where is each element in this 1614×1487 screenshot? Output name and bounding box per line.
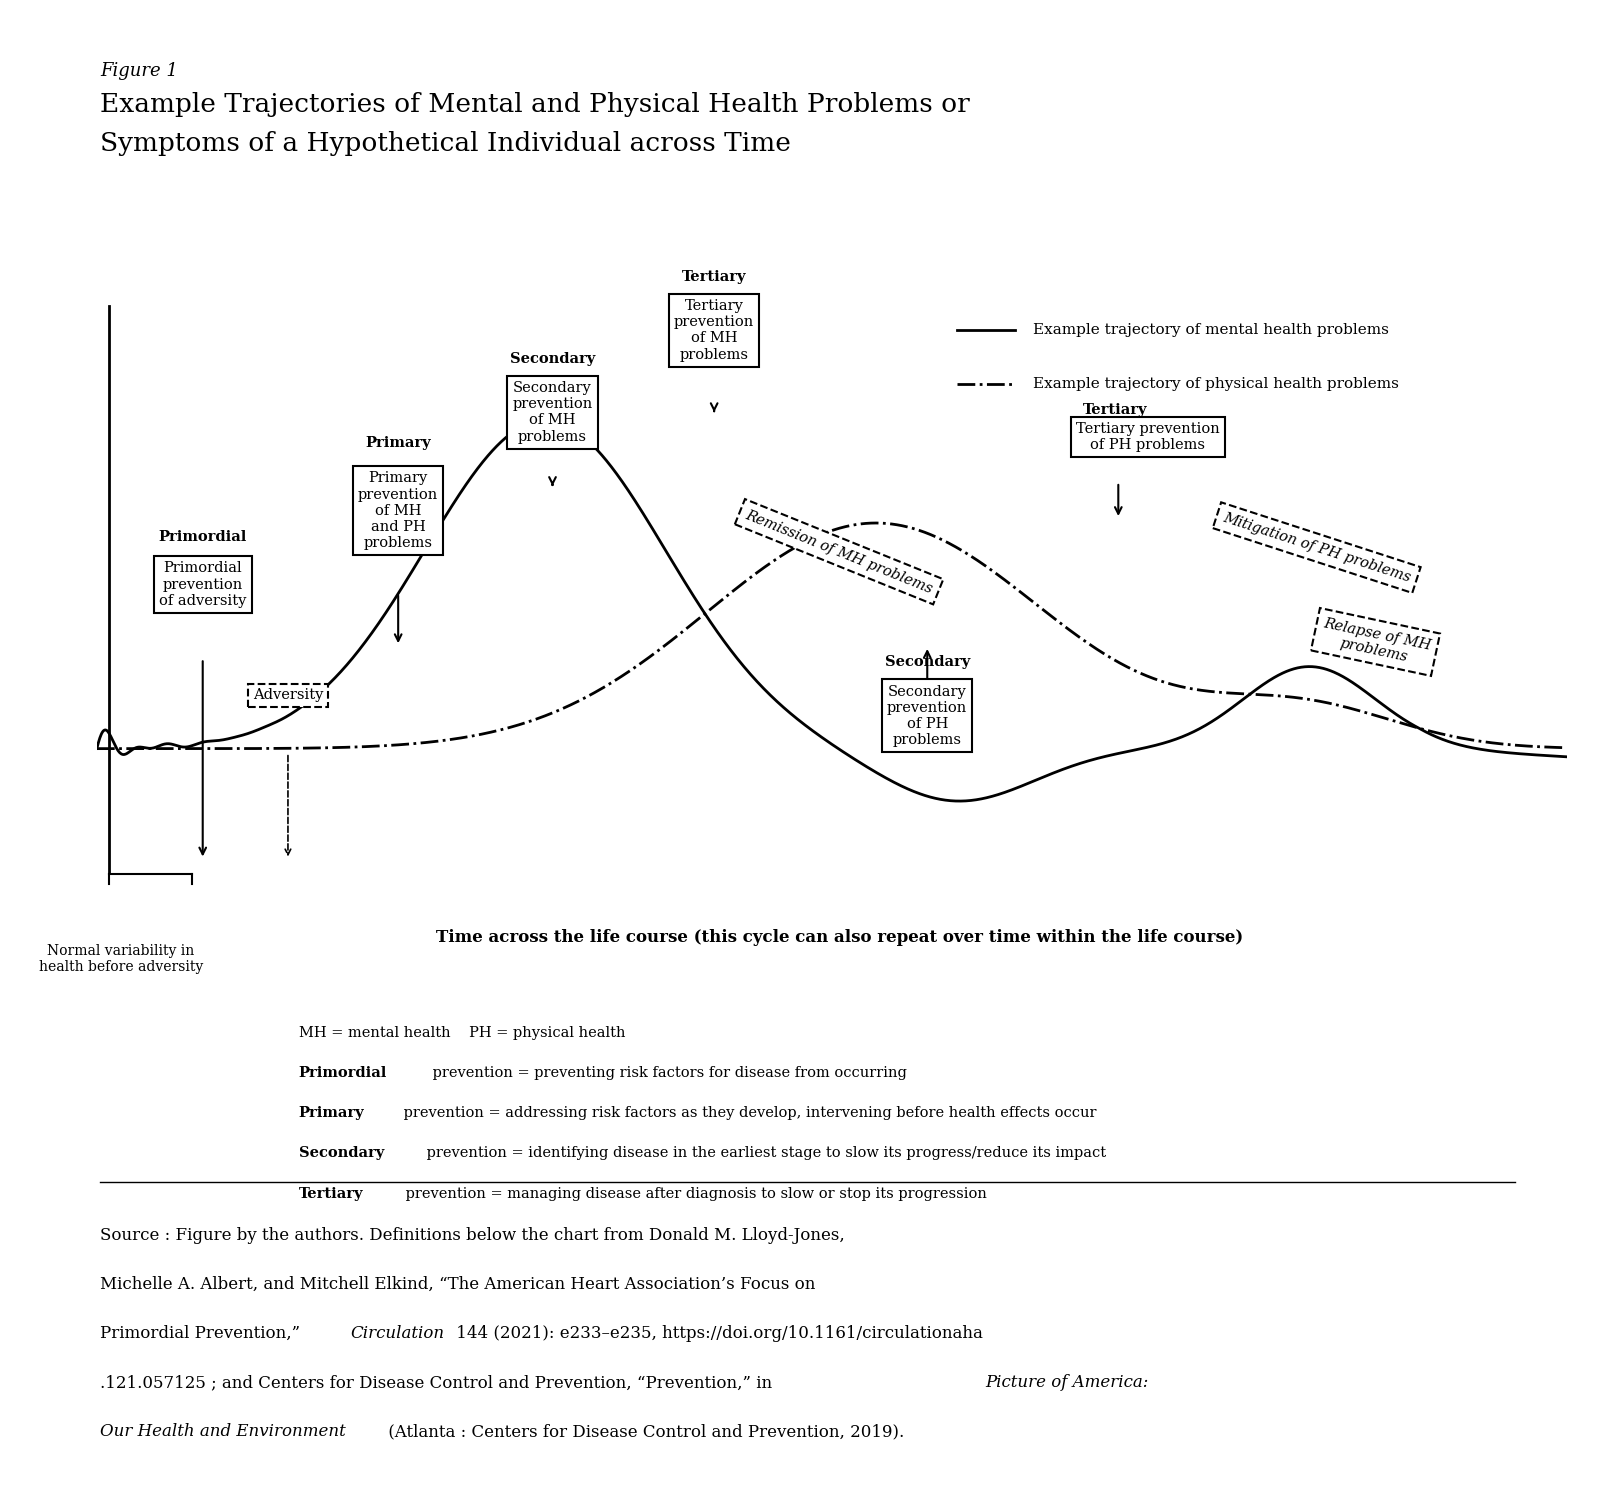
Text: Secondary
prevention
of MH
problems: Secondary prevention of MH problems [512,381,592,443]
Text: Example trajectory of physical health problems: Example trajectory of physical health pr… [1033,376,1398,391]
Text: prevention = managing disease after diagnosis to slow or stop its progression: prevention = managing disease after diag… [400,1187,986,1200]
Text: Symptoms of a Hypothetical Individual across Time: Symptoms of a Hypothetical Individual ac… [100,131,791,156]
Text: Time across the life course (this cycle can also repeat over time within the lif: Time across the life course (this cycle … [436,929,1243,946]
Text: Primary
prevention
of MH
and PH
problems: Primary prevention of MH and PH problems [358,471,437,550]
Text: Remission of MH problems: Remission of MH problems [742,507,935,596]
Text: Example Trajectories of Mental and Physical Health Problems or: Example Trajectories of Mental and Physi… [100,92,970,117]
Text: Primordial
prevention
of adversity: Primordial prevention of adversity [158,562,247,608]
Text: Our Health and Environment: Our Health and Environment [100,1423,345,1439]
Text: Picture of America:: Picture of America: [985,1374,1148,1390]
Text: Secondary: Secondary [510,352,594,366]
Text: Primordial: Primordial [299,1066,387,1080]
Text: .121.057125 ; and Centers for Disease Control and Prevention, “Prevention,” in: .121.057125 ; and Centers for Disease Co… [100,1374,776,1390]
Text: Secondary
prevention
of PH
problems: Secondary prevention of PH problems [886,684,967,746]
Text: 144 (2021): e233–e235, https://doi.org/10.1161/circulationaha: 144 (2021): e233–e235, https://doi.org/1… [450,1325,981,1341]
Text: Primordial Prevention,”: Primordial Prevention,” [100,1325,305,1341]
Text: Secondary: Secondary [299,1146,384,1160]
Text: Relapse of MH
problems: Relapse of MH problems [1319,616,1432,668]
Text: Tertiary: Tertiary [1083,403,1148,418]
Text: Source : Figure by the authors. Definitions below the chart from Donald M. Lloyd: Source : Figure by the authors. Definiti… [100,1227,844,1243]
Text: Adversity: Adversity [253,688,323,702]
Text: prevention = addressing risk factors as they develop, intervening before health : prevention = addressing risk factors as … [399,1106,1096,1120]
Text: prevention = identifying disease in the earliest stage to slow its progress/redu: prevention = identifying disease in the … [421,1146,1106,1160]
Text: Primary: Primary [365,436,431,451]
Text: Secondary: Secondary [884,656,970,669]
Text: Tertiary prevention
of PH problems: Tertiary prevention of PH problems [1075,422,1219,452]
Text: Primordial: Primordial [158,531,247,544]
Text: MH = mental health    PH = physical health: MH = mental health PH = physical health [299,1026,625,1039]
Text: Tertiary: Tertiary [681,269,746,284]
Text: Primary: Primary [299,1106,365,1120]
Text: (Atlanta : Centers for Disease Control and Prevention, 2019).: (Atlanta : Centers for Disease Control a… [383,1423,904,1439]
Text: Tertiary: Tertiary [299,1187,363,1200]
Text: Mitigation of PH problems: Mitigation of PH problems [1220,510,1412,584]
Text: Michelle A. Albert, and Mitchell Elkind, “The American Heart Association’s Focus: Michelle A. Albert, and Mitchell Elkind,… [100,1276,815,1292]
Text: Circulation: Circulation [350,1325,444,1341]
Text: Normal variability in
health before adversity: Normal variability in health before adve… [39,944,203,974]
Text: Figure 1: Figure 1 [100,62,178,80]
Text: Example trajectory of mental health problems: Example trajectory of mental health prob… [1033,323,1388,338]
Text: Tertiary
prevention
of MH
problems: Tertiary prevention of MH problems [673,299,754,361]
Text: prevention = preventing risk factors for disease from occurring: prevention = preventing risk factors for… [428,1066,907,1080]
